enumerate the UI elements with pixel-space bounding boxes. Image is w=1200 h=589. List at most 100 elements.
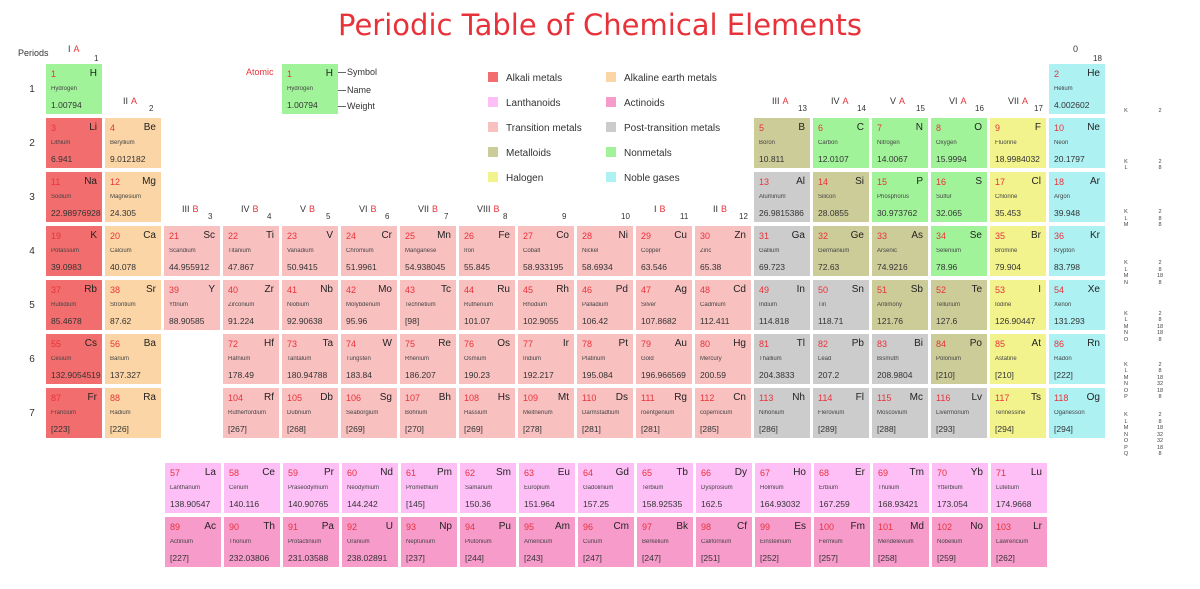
element-ni[interactable]: 28 Ni Nickel 58.6934	[577, 226, 633, 276]
element-sm[interactable]: 62 Sm Samarium 150.36	[460, 463, 516, 513]
element-sg[interactable]: 106 Sg Seaborgium [269]	[341, 388, 397, 438]
element-nb[interactable]: 41 Nb Niobium 92.90638	[282, 280, 338, 330]
element-pu[interactable]: 94 Pu Plutonium [244]	[460, 517, 516, 567]
element-nd[interactable]: 60 Nd Neodymium 144.242	[342, 463, 398, 513]
element-fm[interactable]: 100 Fm Fermium [257]	[814, 517, 870, 567]
element-te[interactable]: 52 Te Tellurium 127.6	[931, 280, 987, 330]
element-br[interactable]: 35 Br Bromine 79.904	[990, 226, 1046, 276]
element-co[interactable]: 27 Co Cobalt 58.933195	[518, 226, 574, 276]
element-kr[interactable]: 36 Kr Krypton 83.798	[1049, 226, 1105, 276]
element-pt[interactable]: 78 Pt Platinum 195.084	[577, 334, 633, 384]
element-ir[interactable]: 77 Ir Iridium 192.217	[518, 334, 574, 384]
element-fe[interactable]: 26 Fe Iron 55.845	[459, 226, 515, 276]
element-he[interactable]: 2 He Helium 4.002602	[1049, 64, 1105, 114]
element-no[interactable]: 102 No Nobelium [259]	[932, 517, 988, 567]
element-xe[interactable]: 54 Xe Xenon 131.293	[1049, 280, 1105, 330]
element-h[interactable]: 1 H Hydrogen 1.00794	[46, 64, 102, 114]
element-pa[interactable]: 91 Pa Protactinium 231.03588	[283, 517, 339, 567]
element-w[interactable]: 74 W Tungsten 183.84	[341, 334, 397, 384]
element-bh[interactable]: 107 Bh Bohrium [270]	[400, 388, 456, 438]
element-sc[interactable]: 21 Sc Scandium 44.955912	[164, 226, 220, 276]
element-fr[interactable]: 87 Fr Francium [223]	[46, 388, 102, 438]
element-mn[interactable]: 25 Mn Manganese 54.938045	[400, 226, 456, 276]
element-la[interactable]: 57 La Lanthanum 138.90547	[165, 463, 221, 513]
element-ta[interactable]: 73 Ta Tantalum 180.94788	[282, 334, 338, 384]
element-fl[interactable]: 114 Fl Flerovium [289]	[813, 388, 869, 438]
element-md[interactable]: 101 Md Mendelevium [258]	[873, 517, 929, 567]
element-ds[interactable]: 110 Ds Darmstadtium [281]	[577, 388, 633, 438]
element-i[interactable]: 53 I Iodine 126.90447	[990, 280, 1046, 330]
element-as[interactable]: 33 As Arsenic 74.9216	[872, 226, 928, 276]
element-c[interactable]: 6 C Carbon 12.0107	[813, 118, 869, 168]
element-ho[interactable]: 67 Ho Holmium 164.93032	[755, 463, 811, 513]
element-pb[interactable]: 82 Pb Lead 207.2	[813, 334, 869, 384]
element-zr[interactable]: 40 Zr Zirconium 91.224	[223, 280, 279, 330]
element-cl[interactable]: 17 Cl Chlorine 35.453	[990, 172, 1046, 222]
element-tm[interactable]: 69 Tm Thulium 168.93421	[873, 463, 929, 513]
element-sn[interactable]: 50 Sn Tin 118.71	[813, 280, 869, 330]
element-rf[interactable]: 104 Rf Rutherfordium [267]	[223, 388, 279, 438]
element-dy[interactable]: 66 Dy Dysprosium 162.5	[696, 463, 752, 513]
element-cu[interactable]: 29 Cu Copper 63.546	[636, 226, 692, 276]
element-li[interactable]: 3 Li Lithium 6.941	[46, 118, 102, 168]
element-lu[interactable]: 71 Lu Lutetium 174.9668	[991, 463, 1047, 513]
element-er[interactable]: 68 Er Erbium 167.259	[814, 463, 870, 513]
element-np[interactable]: 93 Np Neptunium [237]	[401, 517, 457, 567]
element-y[interactable]: 39 Y Yttrium 88.90585	[164, 280, 220, 330]
element-os[interactable]: 76 Os Osmium 190.23	[459, 334, 515, 384]
element-ne[interactable]: 10 Ne Neon 20.1797	[1049, 118, 1105, 168]
element-f[interactable]: 9 F Fluorine 18.9984032	[990, 118, 1046, 168]
element-cf[interactable]: 98 Cf Californium [251]	[696, 517, 752, 567]
element-v[interactable]: 23 V Vanadium 50.9415	[282, 226, 338, 276]
element-pm[interactable]: 61 Pm Promethium [145]	[401, 463, 457, 513]
element-k[interactable]: 19 K Potassium 39.0983	[46, 226, 102, 276]
element-rh[interactable]: 45 Rh Rhodium 102.9055	[518, 280, 574, 330]
element-ag[interactable]: 47 Ag Silver 107.8682	[636, 280, 692, 330]
element-lr[interactable]: 103 Lr Lawrencium [262]	[991, 517, 1047, 567]
element-hs[interactable]: 108 Hs Hassium [269]	[459, 388, 515, 438]
element-rg[interactable]: 111 Rg roentgenium [281]	[636, 388, 692, 438]
element-rn[interactable]: 86 Rn Radon [222]	[1049, 334, 1105, 384]
element-ce[interactable]: 58 Ce Cerium 140.116	[224, 463, 280, 513]
element-ac[interactable]: 89 Ac Actinium [227]	[165, 517, 221, 567]
element-yb[interactable]: 70 Yb Ytterbium 173.054	[932, 463, 988, 513]
element-eu[interactable]: 63 Eu Europium 151.964	[519, 463, 575, 513]
element-al[interactable]: 13 Al Aluminum 26.9815386	[754, 172, 810, 222]
element-ra[interactable]: 88 Ra Radium [226]	[105, 388, 161, 438]
element-hg[interactable]: 80 Hg Mercury 200.59	[695, 334, 751, 384]
element-n[interactable]: 7 N Nitrogen 14.0067	[872, 118, 928, 168]
element-u[interactable]: 92 U Uranium 238.02891	[342, 517, 398, 567]
element-hf[interactable]: 72 Hf Hafnium 178.49	[223, 334, 279, 384]
element-ba[interactable]: 56 Ba Barium 137.327	[105, 334, 161, 384]
element-ge[interactable]: 32 Ge Germanium 72.63	[813, 226, 869, 276]
element-mo[interactable]: 42 Mo Molybdenum 95.96	[341, 280, 397, 330]
element-am[interactable]: 95 Am Americium [243]	[519, 517, 575, 567]
element-ca[interactable]: 20 Ca Calcium 40.078	[105, 226, 161, 276]
element-ga[interactable]: 31 Ga Gallium 69.723	[754, 226, 810, 276]
element-nh[interactable]: 113 Nh Nihonium [286]	[754, 388, 810, 438]
element-ti[interactable]: 22 Ti Titanium 47.867	[223, 226, 279, 276]
element-pd[interactable]: 46 Pd Palladium 106.42	[577, 280, 633, 330]
element-tl[interactable]: 81 Tl Thallium 204.3833	[754, 334, 810, 384]
element-be[interactable]: 4 Be Beryllium 9.012182	[105, 118, 161, 168]
element-na[interactable]: 11 Na Sodium 22.98976928	[46, 172, 102, 222]
element-es[interactable]: 99 Es Einsteinium [252]	[755, 517, 811, 567]
element-zn[interactable]: 30 Zn Zinc 65.38	[695, 226, 751, 276]
element-po[interactable]: 84 Po Polonium [210]	[931, 334, 987, 384]
element-p[interactable]: 15 P Phosphorus 30.973762	[872, 172, 928, 222]
element-mg[interactable]: 12 Mg Magnesium 24.305	[105, 172, 161, 222]
element-se[interactable]: 34 Se Selenium 78.96	[931, 226, 987, 276]
element-ru[interactable]: 44 Ru Ruthenium 101.07	[459, 280, 515, 330]
element-db[interactable]: 105 Db Dubnium [268]	[282, 388, 338, 438]
element-th[interactable]: 90 Th Thorium 232.03806	[224, 517, 280, 567]
element-ar[interactable]: 18 Ar Argon 39.948	[1049, 172, 1105, 222]
element-cd[interactable]: 48 Cd Cadmium 112.411	[695, 280, 751, 330]
element-og[interactable]: 118 Og Oganesson [294]	[1049, 388, 1105, 438]
element-ts[interactable]: 117 Ts Tennessine [294]	[990, 388, 1046, 438]
element-au[interactable]: 79 Au Gold 196.966569	[636, 334, 692, 384]
element-cm[interactable]: 96 Cm Curium [247]	[578, 517, 634, 567]
element-at[interactable]: 85 At Astatine [210]	[990, 334, 1046, 384]
element-mc[interactable]: 115 Mc Moscovium [288]	[872, 388, 928, 438]
element-o[interactable]: 8 O Oxygen 15.9994	[931, 118, 987, 168]
element-tb[interactable]: 65 Tb Terbium 158.92535	[637, 463, 693, 513]
